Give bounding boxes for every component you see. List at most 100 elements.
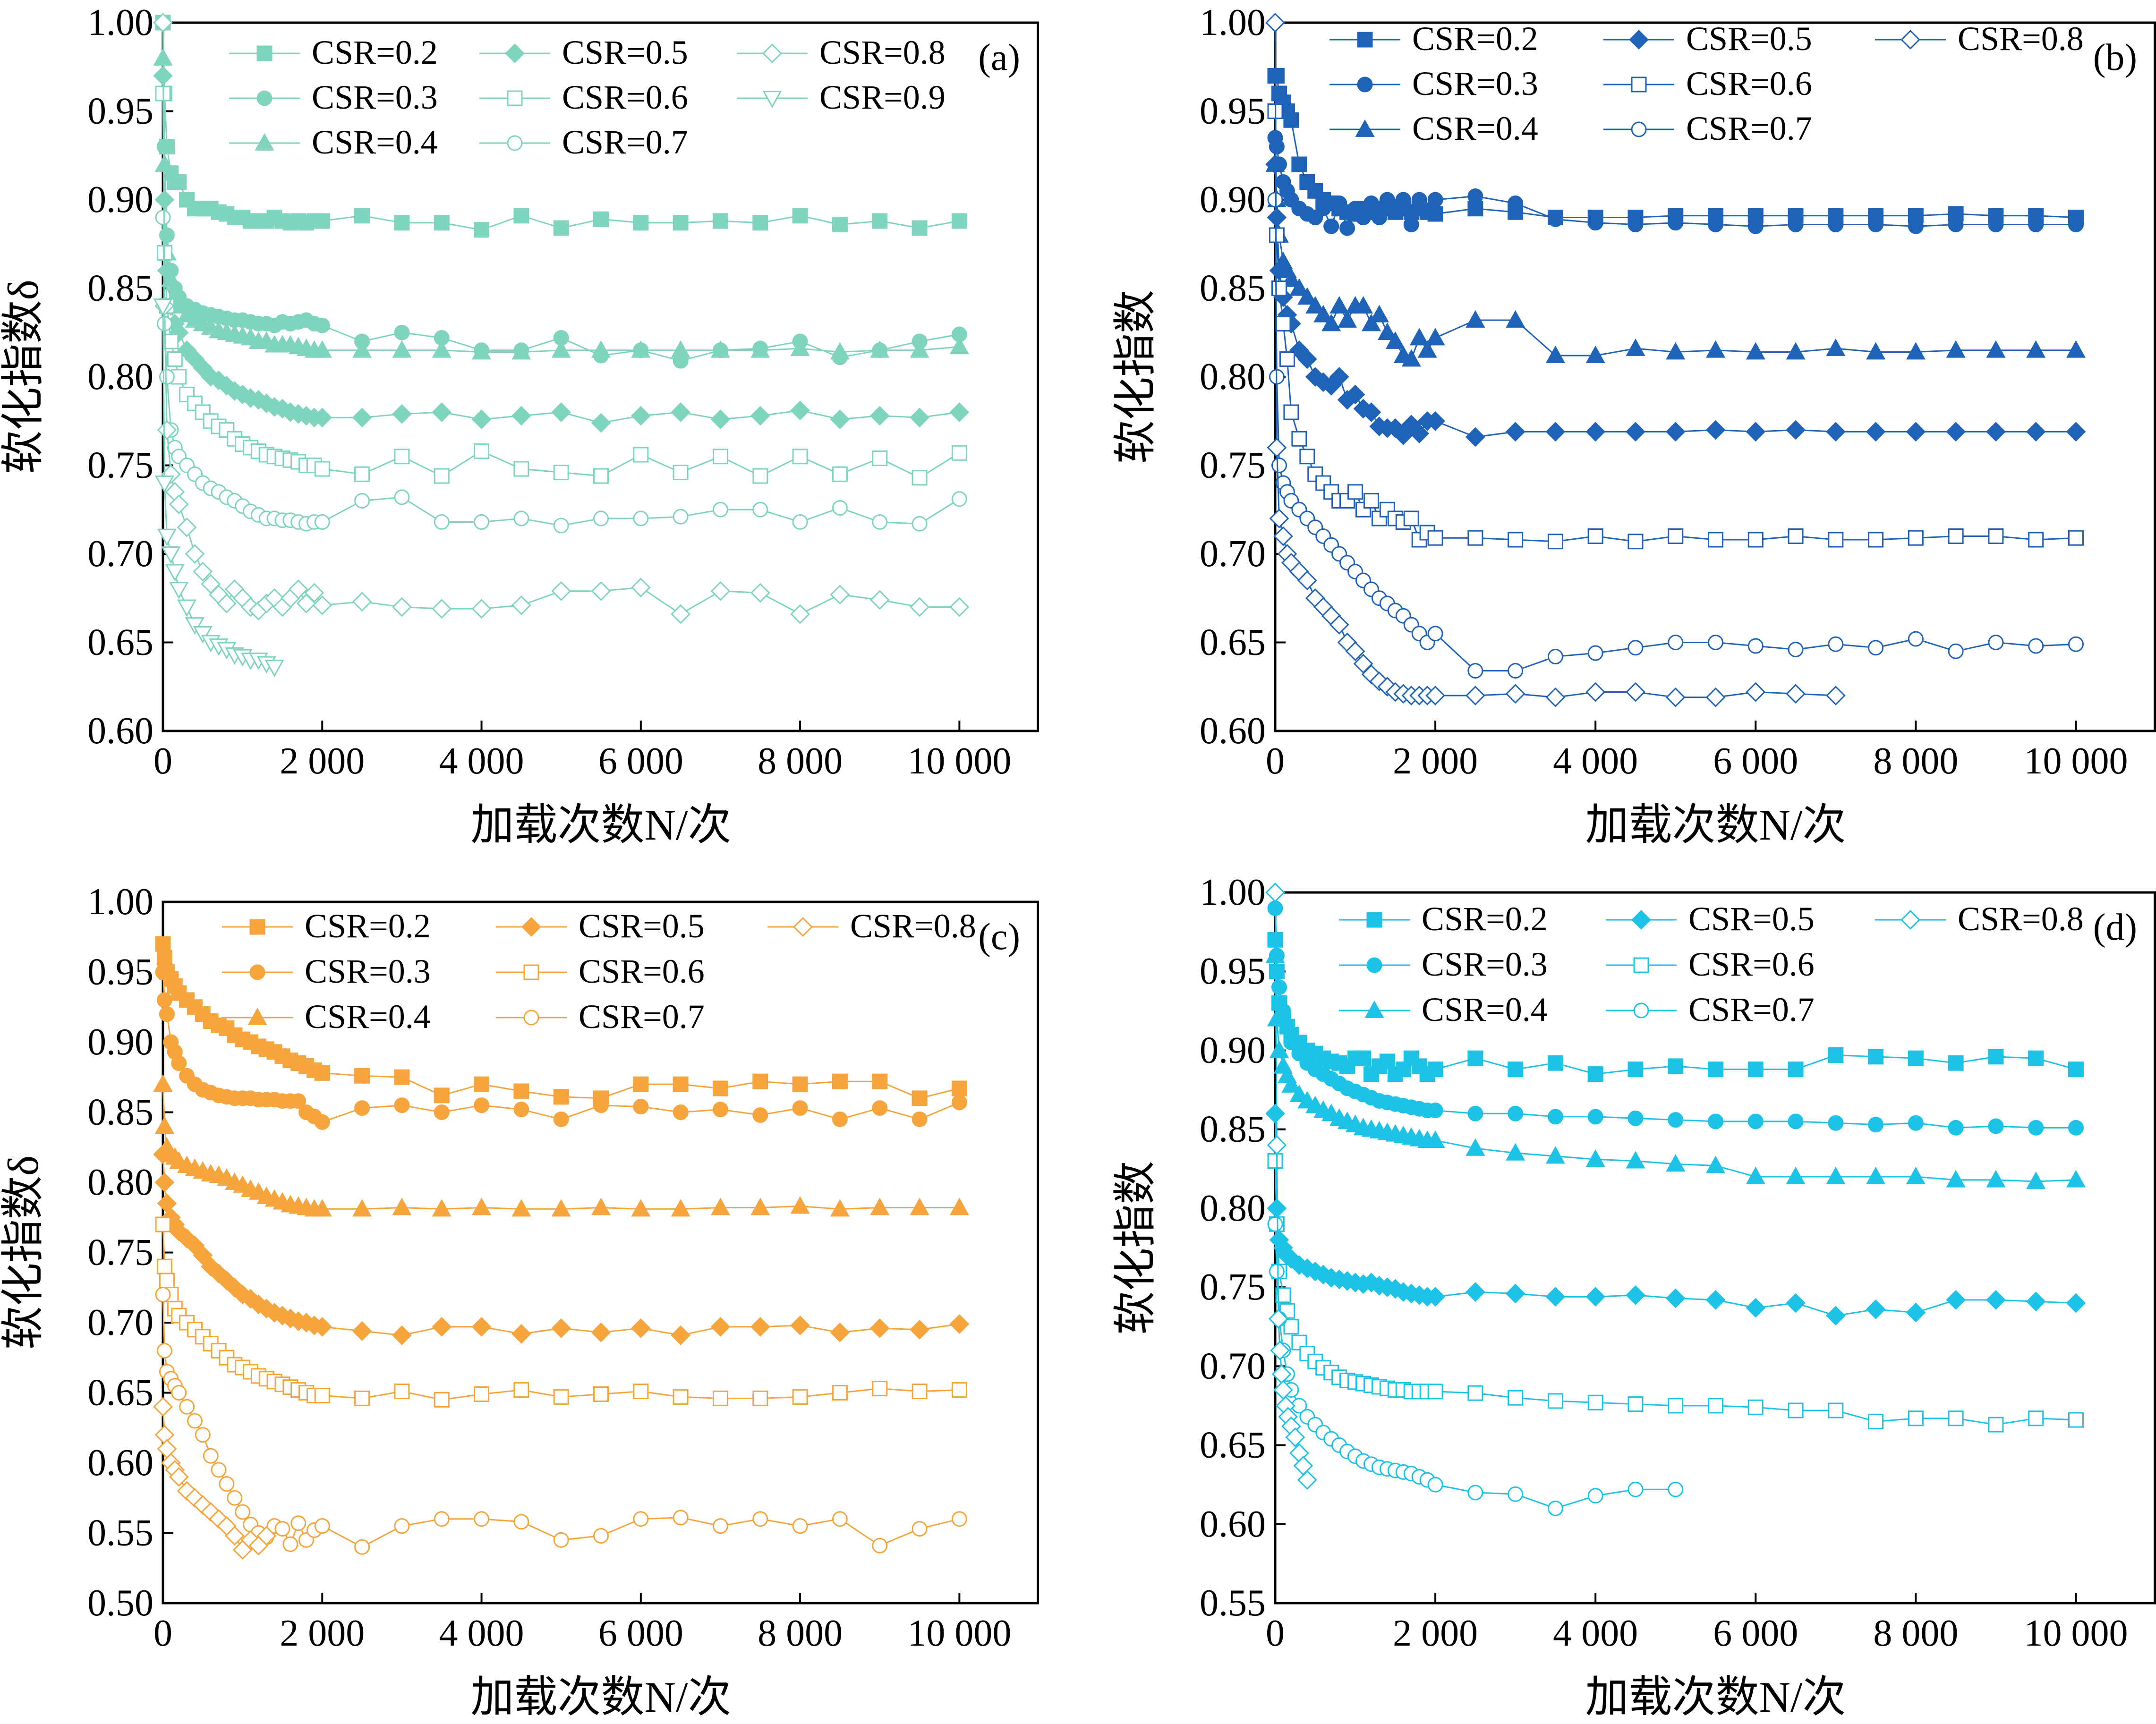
data-point: [1269, 1264, 1285, 1280]
legend-item: CSR=0.2: [1329, 20, 1538, 58]
legend-label: CSR=0.5: [1688, 900, 1815, 938]
data-point: [177, 517, 197, 537]
data-point: [1279, 351, 1295, 367]
y-tick-label: 0.80: [1200, 1188, 1266, 1229]
data-point: [1353, 296, 1373, 314]
data-point: [169, 1467, 189, 1487]
data-point: [1708, 1113, 1723, 1130]
data-point: [314, 1518, 330, 1534]
data-point: [750, 583, 770, 603]
data-point: [792, 1518, 808, 1534]
data-point: [1786, 342, 1806, 360]
data-point: [1297, 349, 1317, 369]
data-point: [1988, 217, 2004, 232]
y-tick-label: 0.85: [1200, 1109, 1266, 1150]
data-point: [352, 408, 372, 428]
legend-item: CSR=0.5: [479, 34, 688, 71]
data-point: [951, 1095, 967, 1111]
data-point: [1828, 532, 1844, 548]
data-point: [2026, 1171, 2046, 1189]
data-point: [513, 510, 529, 527]
data-point: [1628, 1396, 1644, 1412]
y-tick-label: 0.50: [87, 1582, 153, 1624]
data-point: [712, 213, 728, 229]
data-point: [1269, 68, 1285, 84]
data-point: [1505, 422, 1525, 442]
legend-marker: [523, 1010, 539, 1026]
legend: CSR=0.2 CSR=0.3 CSR=0.4 CSR=0.5 CSR=0.6 CSR=0…: [222, 907, 976, 1036]
data-point: [153, 298, 173, 316]
data-point: [872, 514, 888, 530]
data-point: [792, 514, 808, 530]
data-point: [1338, 310, 1357, 328]
data-point: [224, 1526, 245, 1546]
data-point: [869, 590, 890, 610]
data-point: [1868, 1049, 1884, 1065]
data-point: [195, 404, 211, 420]
legend: CSR=0.2 CSR=0.3 CSR=0.4 CSR=0.5 CSR=0.6 CSR=0…: [1339, 900, 2084, 1028]
data-point: [551, 581, 571, 601]
x-tick-label: 0: [153, 1613, 172, 1654]
data-point: [1467, 1050, 1483, 1066]
data-point: [513, 1514, 529, 1530]
data-point: [394, 449, 410, 465]
data-point: [1986, 340, 2006, 358]
data-point: [1906, 342, 1926, 360]
data-point: [1587, 1394, 1603, 1410]
data-point: [1281, 1075, 1301, 1093]
data-point: [1788, 1402, 1804, 1418]
data-point: [1425, 328, 1445, 346]
data-point: [2026, 422, 2046, 442]
data-point: [752, 1390, 768, 1406]
data-point: [1283, 1035, 1299, 1051]
legend: CSR=0.2 CSR=0.3 CSR=0.4 CSR=0.5 CSR=0.6 CSR=0…: [1329, 20, 2084, 147]
data-point: [511, 342, 531, 360]
y-tick-label: 1.00: [87, 881, 153, 923]
data-point: [2026, 1291, 2046, 1312]
legend-marker: [249, 964, 265, 980]
data-point: [511, 595, 531, 615]
data-point: [790, 604, 810, 624]
data-point: [1585, 422, 1606, 442]
y-tick-label: 1.00: [1200, 2, 1266, 43]
legend-item: CSR=0.3: [222, 952, 431, 990]
data-point: [2066, 1293, 2086, 1313]
legend-marker: [1366, 912, 1382, 928]
data-point: [1505, 1283, 1525, 1304]
data-point: [1403, 1050, 1419, 1066]
legend-label: CSR=0.8: [819, 34, 946, 71]
data-point: [219, 1476, 235, 1492]
data-point: [1825, 1306, 1846, 1326]
data-point: [832, 1073, 848, 1089]
data-point: [1946, 1290, 1966, 1310]
data-point: [1283, 112, 1299, 128]
data-point: [553, 465, 569, 480]
data-point: [872, 450, 888, 466]
data-point: [633, 447, 649, 463]
data-point: [159, 1273, 175, 1289]
data-point: [752, 501, 768, 518]
data-point: [171, 1055, 187, 1071]
x-tick-label: 4 000: [1553, 1613, 1638, 1654]
data-point: [474, 1097, 490, 1113]
data-point: [792, 1389, 808, 1405]
data-point: [171, 174, 187, 190]
data-point: [1666, 1154, 1686, 1172]
data-point: [2066, 1170, 2086, 1188]
data-point: [752, 1073, 768, 1089]
data-point: [1271, 979, 1287, 995]
x-tick-label: 2 000: [280, 740, 365, 782]
data-point: [712, 1102, 728, 1118]
data-point: [1427, 1103, 1443, 1119]
data-point: [593, 510, 609, 527]
legend-item: CSR=0.5: [496, 907, 705, 945]
data-point: [153, 13, 173, 33]
data-point: [1267, 1135, 1287, 1155]
data-point: [1465, 686, 1485, 705]
legend-marker: [507, 135, 523, 151]
x-tick-label: 2 000: [1393, 740, 1478, 782]
data-point: [1786, 684, 1806, 704]
data-point: [910, 408, 929, 428]
data-point: [1746, 342, 1765, 360]
y-axis-title: 软化指数: [1111, 1161, 1159, 1334]
